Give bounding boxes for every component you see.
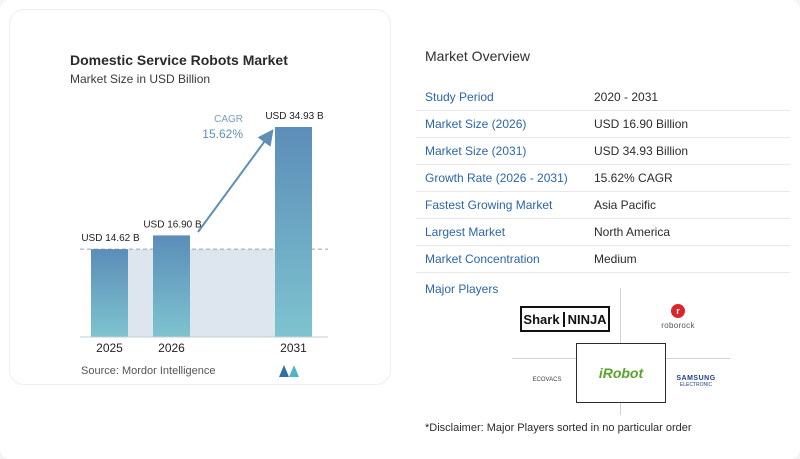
bar-value-label: USD 16.90 B (143, 219, 202, 230)
overview-row: Fastest Growing Market Asia Pacific (416, 192, 790, 219)
cagr-arrow (197, 129, 274, 233)
shark-divider (562, 311, 565, 327)
roborock-logo: r roborock (648, 300, 708, 334)
overview-row-label: Largest Market (425, 225, 506, 239)
samsung-logo: SAMSUNG ELECTRONIC (668, 372, 724, 390)
bar-2026 (153, 235, 190, 337)
overview-row-value: 15.62% CAGR (594, 171, 673, 185)
overview-table: Study Period 2020 - 2031 Market Size (2026… (416, 84, 790, 273)
chart-title: Domestic Service Robots Market (70, 52, 288, 68)
irobot-logo: iRobot (598, 365, 644, 381)
cagr-value: 15.62% (202, 127, 243, 141)
overview-row-label: Growth Rate (2026 - 2031) (425, 171, 568, 185)
ninja-logo-text: NINJA (567, 311, 607, 327)
ecovacs-logo: ECOVACS (532, 377, 562, 383)
shark-logo-text: Shark (523, 311, 560, 327)
roborock-logo-text: roborock (661, 321, 695, 330)
overview-row-value: Asia Pacific (594, 198, 657, 212)
overview-title: Market Overview (425, 48, 531, 64)
players-divider-bottom (620, 403, 621, 415)
overview-row-value: USD 34.93 Billion (594, 144, 689, 158)
disclaimer: *Disclaimer: Major Players sorted in no … (425, 422, 692, 434)
x-tick-label: 2031 (280, 341, 307, 355)
bar-2025 (91, 249, 128, 337)
overview-row: Growth Rate (2026 - 2031) 15.62% CAGR (416, 165, 790, 192)
chart-subtitle: Market Size in USD Billion (70, 72, 211, 86)
cagr-label: CAGR (214, 114, 243, 125)
overview-row-value: North America (594, 225, 671, 239)
mordor-logo-icon (279, 365, 299, 377)
x-tick-label: 2025 (96, 341, 123, 355)
overview-row-label: Market Size (2031) (425, 144, 527, 158)
overview-row: Study Period 2020 - 2031 (416, 84, 790, 111)
overview-row-label: Fastest Growing Market (425, 198, 553, 212)
sharkninja-logo: Shark NINJA (520, 306, 610, 332)
overview-row-label: Market Concentration (425, 252, 540, 266)
samsung-electronic-text: ELECTRONIC (679, 381, 713, 388)
players-divider-vertical (620, 288, 621, 344)
x-tick-label: 2026 (158, 341, 185, 355)
overview-row: Market Concentration Medium (416, 246, 790, 273)
source-note: Source: Mordor Intelligence (81, 365, 216, 377)
reference-area (128, 249, 275, 337)
overview-row-value: Medium (594, 252, 637, 266)
overview-row: Largest Market North America (416, 219, 790, 246)
overview-row: Market Size (2026) USD 16.90 Billion (416, 111, 790, 138)
overview-row-value: USD 16.90 Billion (594, 117, 689, 131)
overview-row-label: Study Period (425, 90, 494, 104)
roborock-mark-icon: r (671, 304, 685, 318)
samsung-logo-text: SAMSUNG (676, 374, 716, 382)
bar-value-label: USD 14.62 B (81, 233, 140, 244)
bar-2031 (275, 127, 312, 337)
bar-chart: USD 14.62 B 2025 USD 16.90 B 2026 USD 34.93 … (80, 111, 328, 355)
bar-value-label: USD 34.93 B (265, 111, 324, 122)
overview-row: Market Size (2031) USD 34.93 Billion (416, 138, 790, 165)
overview-row-value: 2020 - 2031 (594, 90, 659, 104)
overview-row-label: Market Size (2026) (425, 117, 527, 131)
irobot-logo-box: iRobot (576, 343, 666, 403)
major-players-title: Major Players (425, 282, 499, 296)
